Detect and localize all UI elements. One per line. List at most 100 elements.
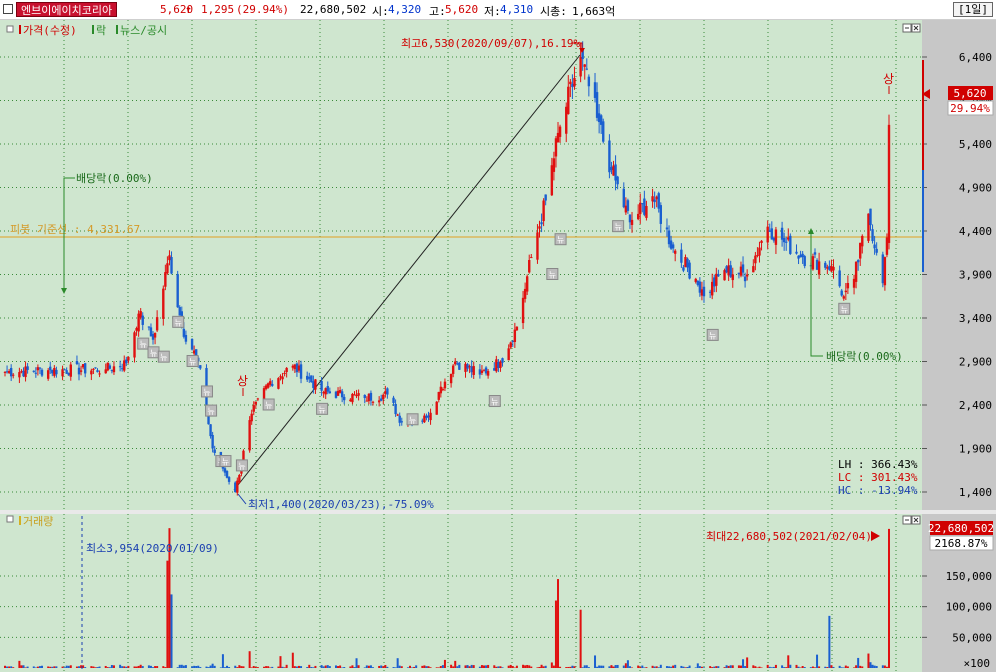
- candle-body: [170, 257, 173, 274]
- volume-bar: [32, 666, 35, 668]
- news-badge[interactable]: [406, 413, 419, 426]
- volume-bar: [226, 665, 229, 668]
- candle-body: [314, 379, 317, 390]
- stock-name[interactable]: 엔브이에이치코리아: [16, 2, 118, 17]
- volume-bar: [182, 665, 185, 668]
- legend-price[interactable]: 가격(수정): [23, 24, 77, 37]
- period-selector[interactable]: [1일]: [953, 2, 993, 17]
- volume-bar: [694, 667, 697, 668]
- volume-bar: [223, 667, 226, 668]
- candle-body: [567, 86, 570, 115]
- window-checkbox[interactable]: [3, 4, 13, 14]
- volume-bar: [668, 666, 671, 668]
- volume-bar: [384, 664, 387, 668]
- candle-body: [466, 364, 469, 369]
- volume-bar: [680, 665, 683, 668]
- mcap-label: 시총:: [540, 5, 567, 18]
- volume-bar: [199, 667, 202, 668]
- candle-body: [803, 256, 806, 267]
- candle-body: [322, 391, 325, 394]
- news-badges[interactable]: 뉴뉴뉴뉴뉴뉴뉴뉴뉴뉴뉴뉴뉴뉴뉴뉴뉴뉴뉴: [137, 220, 851, 472]
- candle-body: [587, 76, 591, 87]
- volume-bar: [127, 665, 130, 668]
- volume-bar: [363, 667, 366, 668]
- news-badge[interactable]: [316, 402, 329, 415]
- candle-body: [544, 194, 547, 201]
- volume-panel-controls[interactable]: [902, 515, 921, 525]
- volume-bar: [283, 667, 286, 668]
- news-badge[interactable]: [546, 268, 559, 280]
- volume-bar: [542, 666, 545, 668]
- candle-body: [363, 394, 366, 399]
- candle-body: [184, 334, 188, 342]
- news-badge[interactable]: [838, 302, 851, 315]
- news-badge[interactable]: [706, 328, 719, 341]
- candle-body: [669, 240, 673, 249]
- volume-bar: [801, 666, 804, 668]
- candle-body: [881, 254, 885, 284]
- candle-body: [727, 265, 730, 276]
- candle-body: [308, 377, 311, 379]
- candle-body: [885, 237, 889, 255]
- candle-body: [182, 328, 186, 337]
- volume-bar: [888, 528, 890, 668]
- candle-body: [334, 391, 338, 398]
- candle-body: [421, 420, 424, 422]
- volume-bar: [10, 666, 13, 668]
- news-badge[interactable]: [612, 220, 625, 233]
- volume-bar: [343, 667, 346, 668]
- candle-body: [723, 270, 726, 281]
- candle-body: [673, 250, 677, 254]
- volume-pct-tag: [929, 535, 994, 551]
- news-badge[interactable]: [235, 459, 248, 472]
- volume-bar: [567, 666, 570, 668]
- volume-bar: [98, 666, 101, 668]
- news-badge[interactable]: [200, 385, 213, 398]
- legend-news[interactable]: 뉴스/공시: [120, 24, 167, 37]
- candle-body: [110, 370, 114, 372]
- candle-body: [688, 262, 691, 279]
- news-badge[interactable]: [554, 233, 567, 246]
- news-badge[interactable]: [219, 455, 232, 468]
- ex-dividend-left: 배당락(0.00%): [76, 172, 153, 185]
- volume-bar: [723, 667, 726, 668]
- candle-body: [741, 264, 745, 273]
- volume-bar: [530, 666, 533, 668]
- candle-body: [830, 265, 833, 272]
- candle-body: [55, 369, 58, 375]
- candle-body: [90, 370, 93, 375]
- news-badge[interactable]: [137, 337, 150, 350]
- candle-body: [583, 64, 586, 67]
- candle-body: [9, 367, 13, 377]
- candle-body: [495, 359, 498, 372]
- candle-body: [192, 350, 196, 354]
- news-badge[interactable]: [157, 350, 170, 363]
- volume-bar: [760, 667, 763, 668]
- news-badge[interactable]: [488, 395, 501, 408]
- news-badge-label: 뉴: [614, 223, 621, 232]
- volume-bar: [739, 665, 742, 668]
- candle-body: [106, 362, 109, 371]
- limit-up-label-right: 상: [883, 72, 894, 86]
- price-panel-controls[interactable]: [902, 23, 921, 33]
- candle-body: [772, 237, 776, 241]
- news-badge-label: 뉴: [203, 388, 210, 397]
- news-badge[interactable]: [205, 404, 218, 417]
- volume-bar: [149, 665, 152, 668]
- volume-bar: [789, 664, 792, 668]
- volume-bar: [783, 667, 786, 668]
- volume-bar: [334, 665, 337, 668]
- volume-bar: [53, 666, 56, 668]
- volume-bar: [454, 660, 457, 668]
- news-badge-label: 뉴: [409, 416, 416, 425]
- candle-body: [118, 366, 122, 368]
- candle-body: [867, 213, 870, 241]
- legend-ex[interactable]: 락: [96, 24, 106, 37]
- news-badge[interactable]: [186, 355, 199, 367]
- legend-volume[interactable]: 거래량: [23, 515, 53, 528]
- news-badge[interactable]: [262, 398, 275, 411]
- news-badge-label: 뉴: [238, 462, 245, 471]
- volume-bar: [727, 665, 730, 668]
- candle-body: [92, 368, 95, 370]
- news-badge[interactable]: [172, 315, 185, 328]
